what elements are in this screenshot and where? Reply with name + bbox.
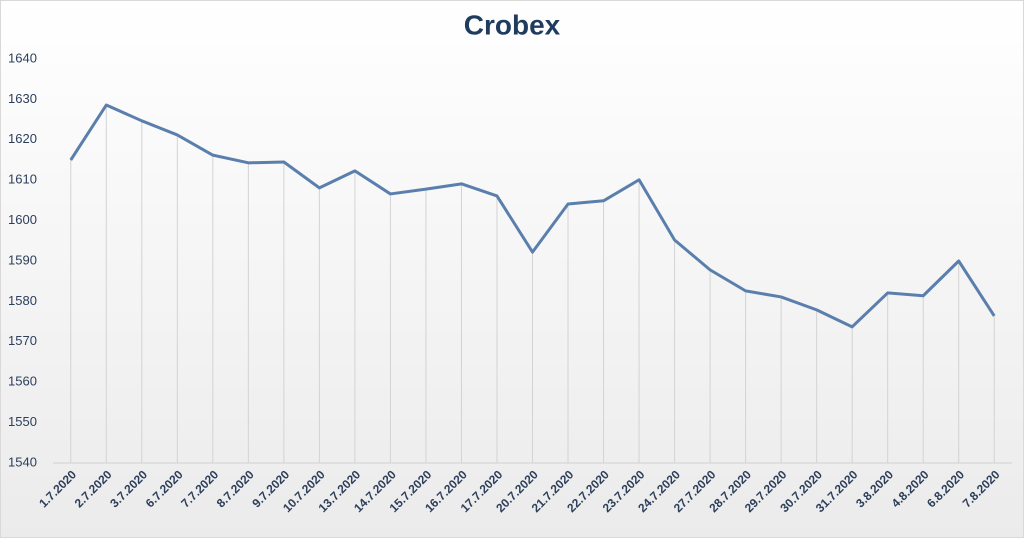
chart-title: Crobex [464,9,561,40]
y-tick-label: 1570 [8,333,37,348]
y-tick-label: 1640 [8,50,37,65]
y-tick-label: 1590 [8,252,37,267]
y-tick-label: 1600 [8,212,37,227]
y-tick-label: 1550 [8,414,37,429]
y-tick-label: 1560 [8,374,37,389]
y-tick-label: 1620 [8,131,37,146]
y-tick-label: 1540 [8,454,37,469]
y-tick-label: 1610 [8,172,37,187]
data-line [69,103,996,329]
y-tick-label: 1580 [8,293,37,308]
y-tick-label: 1630 [8,91,37,106]
